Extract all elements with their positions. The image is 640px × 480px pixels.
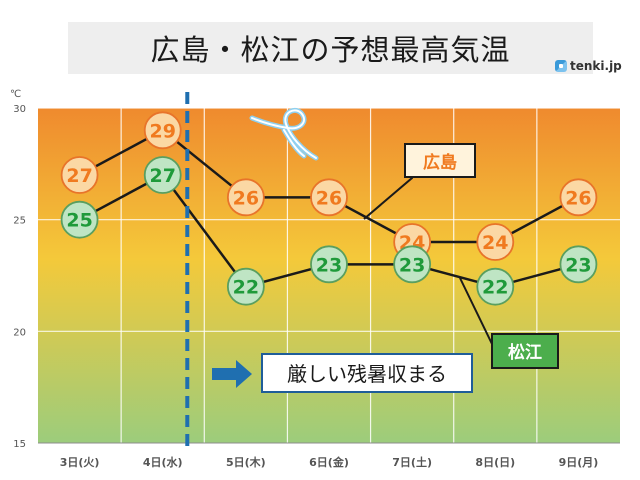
- data-point: 27: [143, 156, 182, 194]
- x-tick-label: 3日(火): [60, 456, 100, 469]
- chart-title: 広島・松江の予想最高気温: [68, 22, 593, 74]
- data-point: 23: [393, 245, 432, 284]
- data-marker: [226, 267, 265, 306]
- data-label: 24: [482, 232, 508, 254]
- data-marker: [310, 178, 348, 217]
- series-label-box: [404, 143, 476, 178]
- x-tick-label: 4日(水): [143, 455, 183, 469]
- x-tick-label: 7日(土): [392, 455, 432, 469]
- annotation-box: [261, 353, 473, 393]
- data-marker: [60, 156, 99, 194]
- data-label: 29: [149, 120, 175, 142]
- axes: ℃ 15 20 25 30 3日(火) 4日(水) 5日(木) 6日(金) 7日(土) 8日(日) 9…: [10, 89, 620, 469]
- series-label-box: [491, 333, 559, 369]
- data-label: 26: [316, 187, 342, 209]
- data-marker: [559, 178, 598, 217]
- data-point: 25: [60, 200, 99, 239]
- data-point: 26: [310, 178, 348, 217]
- series-label-text: 松江: [508, 342, 542, 363]
- x-tick-label: 8日(日): [475, 456, 515, 469]
- x-tick-label: 6日(金): [309, 455, 349, 469]
- data-label: 22: [233, 277, 259, 299]
- data-point: 26: [559, 178, 598, 217]
- data-label: 23: [565, 254, 591, 276]
- annotation: 厳しい残暑収まる: [212, 353, 473, 393]
- data-label: 27: [66, 165, 92, 187]
- brand-logo: tenki.jp: [555, 56, 622, 76]
- data-label: 26: [233, 187, 259, 209]
- data-point: 23: [310, 245, 348, 284]
- data-point: 22: [476, 267, 515, 306]
- data-point: 27: [60, 156, 99, 194]
- data-label: 25: [66, 210, 92, 232]
- data-marker: [476, 267, 515, 306]
- y-tick-label: 15: [13, 439, 26, 450]
- data-label: 23: [399, 254, 425, 276]
- brand-name: tenki.jp: [570, 59, 622, 73]
- x-tick-label: 5日(木): [226, 455, 266, 469]
- data-label: 26: [565, 187, 591, 209]
- data-point: 22: [226, 267, 265, 306]
- data-marker: [143, 111, 182, 150]
- data-label: 22: [482, 277, 508, 299]
- y-tick-label: 25: [13, 216, 26, 227]
- y-axis-unit: ℃: [10, 89, 21, 100]
- data-label: 23: [316, 254, 342, 276]
- series-label-text: 広島: [423, 152, 457, 173]
- y-tick-label: 20: [13, 327, 26, 338]
- data-point: 29: [143, 111, 182, 150]
- annotation-text: 厳しい残暑収まる: [287, 362, 447, 386]
- data-point: 23: [559, 245, 598, 284]
- right-arrow-icon: [212, 360, 252, 388]
- data-marker: [476, 223, 515, 261]
- data-marker: [393, 245, 432, 284]
- data-marker: [60, 200, 99, 239]
- data-marker: [559, 245, 598, 284]
- data-label: 27: [149, 165, 175, 187]
- y-tick-label: 30: [13, 104, 26, 115]
- x-tick-label: 9日(月): [559, 456, 599, 469]
- data-marker: [143, 156, 182, 194]
- data-marker: [310, 245, 348, 284]
- tenki-logo-icon: [555, 60, 567, 72]
- decoration: [249, 107, 319, 161]
- data-marker: [226, 178, 265, 217]
- data-point: 24: [476, 223, 515, 261]
- data-point: 26: [226, 178, 265, 217]
